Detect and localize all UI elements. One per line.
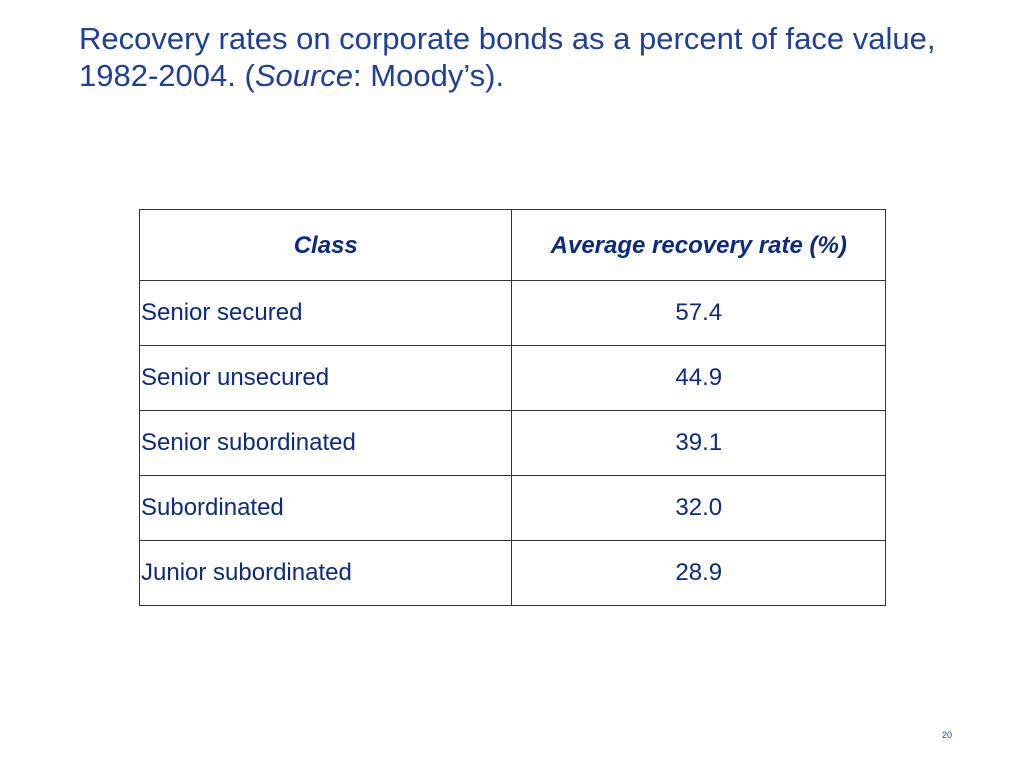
header-average-recovery-rate: Average recovery rate (%) xyxy=(511,209,886,281)
table-row: Senior unsecured 44.9 xyxy=(138,345,886,411)
cell-class: Senior secured xyxy=(138,280,513,346)
cell-rate: 44.9 xyxy=(511,345,886,411)
cell-rate: 28.9 xyxy=(511,540,886,606)
cell-class: Senior subordinated xyxy=(138,410,513,476)
recovery-rates-table: Class Average recovery rate (%) Senior s… xyxy=(138,209,886,606)
cell-rate: 39.1 xyxy=(511,410,886,476)
slide-title: Recovery rates on corporate bonds as a p… xyxy=(79,20,979,94)
cell-rate: 32.0 xyxy=(511,475,886,541)
table-row: Senior subordinated 39.1 xyxy=(138,410,886,476)
table-row: Senior secured 57.4 xyxy=(138,280,886,346)
page-number: 20 xyxy=(942,730,953,740)
table-row: Junior subordinated 28.9 xyxy=(138,540,886,606)
cell-rate: 57.4 xyxy=(511,280,886,346)
table-row: Subordinated 32.0 xyxy=(138,475,886,541)
table-header-row: Class Average recovery rate (%) xyxy=(138,209,886,281)
cell-class: Senior unsecured xyxy=(138,345,513,411)
cell-class: Junior subordinated xyxy=(138,540,513,606)
title-source-label: Source xyxy=(254,58,354,93)
title-text-before: Recovery rates on corporate bonds as a p… xyxy=(79,21,936,93)
title-text-after: : Moody’s). xyxy=(353,58,505,93)
cell-class: Subordinated xyxy=(138,475,513,541)
header-class: Class xyxy=(138,209,513,281)
